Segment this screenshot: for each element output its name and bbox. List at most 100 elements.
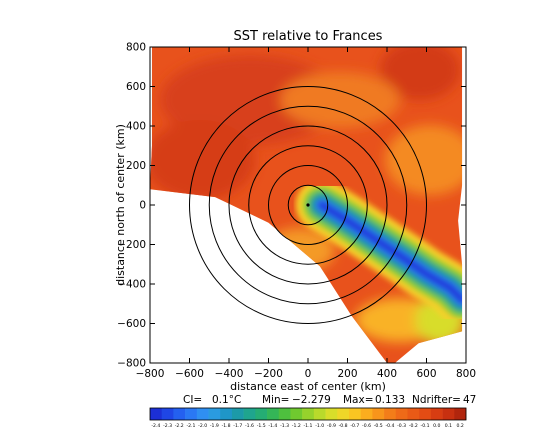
- range-ring: [268, 165, 348, 245]
- colorbar-label: -0.7: [350, 423, 359, 429]
- colorbar-swatch: [360, 408, 373, 420]
- colorbar-label: -2.1: [186, 423, 195, 429]
- colorbar: -2.4 -2.3 -2.2 -2.1 -2.0 -1.9 -1.8 -1.7 -1.6 -1.5…: [149, 407, 467, 429]
- x-tick-label: −400: [215, 368, 244, 380]
- y-axis-label: distance north of center (km): [114, 124, 127, 286]
- range-ring: [228, 125, 388, 285]
- chart-title: SST relative to Frances: [234, 29, 383, 44]
- colorbar-swatch: [325, 408, 338, 420]
- cold-wake-min: [318, 202, 463, 303]
- sst-field: [150, 47, 463, 363]
- colorbar-label: -0.9: [327, 423, 336, 429]
- colorbar-swatch: [185, 408, 198, 420]
- colorbar-label: -1.0: [315, 423, 324, 429]
- x-tick-label: −600: [175, 368, 204, 380]
- x-tick-label: 0: [305, 368, 312, 380]
- y-tick-label: 200: [126, 160, 146, 172]
- colorbar-frame: [149, 407, 467, 421]
- colorbar-swatch: [196, 408, 209, 420]
- y-tick-label: 0: [139, 200, 146, 212]
- colorbar-label: -2.0: [198, 423, 207, 429]
- colorbar-label: -0.2: [409, 423, 418, 429]
- colorbar-label: -1.2: [292, 423, 301, 429]
- ci-label: CI=: [183, 394, 202, 406]
- colorbar-swatch: [290, 408, 303, 420]
- min-value: −2.279: [292, 394, 331, 406]
- colorbar-swatch: [337, 408, 350, 420]
- sst-warm-patch: [150, 120, 255, 200]
- colorbar-label: -0.8: [339, 423, 348, 429]
- colorbar-label: -1.1: [304, 423, 313, 429]
- colorbar-label: 0.1: [445, 423, 452, 429]
- y-tick-label: −200: [117, 239, 146, 251]
- range-ring: [248, 145, 368, 265]
- colorbar-swatch: [348, 408, 361, 420]
- colorbar-swatch: [231, 408, 244, 420]
- max-label: Max=: [343, 394, 374, 406]
- x-axis-label: distance east of center (km): [230, 380, 386, 393]
- colorbar-swatch: [407, 408, 420, 420]
- sst-warm-patch: [380, 47, 460, 100]
- colorbar-label: -2.4: [151, 423, 160, 429]
- y-tick-label: 800: [126, 42, 146, 54]
- colorbar-swatch: [267, 408, 280, 420]
- range-ring: [208, 105, 408, 305]
- colorbar-label: -2.3: [163, 423, 172, 429]
- colorbar-swatch: [430, 408, 443, 420]
- range-rings: [189, 86, 427, 324]
- colorbar-label: -0.1: [421, 423, 430, 429]
- range-ring: [189, 86, 427, 324]
- colorbar-label: -1.6: [245, 423, 254, 429]
- colorbar-label: 0.0: [433, 423, 440, 429]
- colorbar-swatch: [243, 408, 256, 420]
- colorbar-label: -2.2: [175, 423, 184, 429]
- colorbar-label: -0.6: [362, 423, 371, 429]
- colorbar-label: -1.9: [210, 423, 219, 429]
- colorbar-swatch: [302, 408, 315, 420]
- y-axis: 800 600 400 200 0 −200 −400 −600 −800: [117, 42, 466, 370]
- colorbar-swatch: [150, 408, 163, 420]
- x-tick-label: 200: [337, 368, 357, 380]
- colorbar-swatch: [220, 408, 233, 420]
- colorbar-label: -1.5: [257, 423, 266, 429]
- storm-center-marker: [306, 203, 310, 207]
- colorbar-swatch: [442, 408, 455, 420]
- colorbar-label: -1.7: [233, 423, 242, 429]
- colorbar-label: -0.3: [397, 423, 406, 429]
- colorbar-label: 0.2: [456, 423, 463, 429]
- x-tick-label: −800: [136, 368, 165, 380]
- colorbar-swatch: [161, 408, 174, 420]
- stats-line: CI= 0.1°C Min= −2.279 Max= 0.133 Ndrifte…: [183, 394, 476, 406]
- colorbar-swatch: [419, 408, 432, 420]
- colorbar-swatch: [384, 408, 397, 420]
- colorbar-label: -1.4: [268, 423, 277, 429]
- colorbar-label: -1.8: [222, 423, 231, 429]
- x-tick-label: −200: [254, 368, 283, 380]
- max-value: 0.133: [375, 394, 405, 406]
- colorbar-swatch: [372, 408, 385, 420]
- colorbar-swatch: [454, 408, 467, 420]
- colorbar-label: -1.3: [280, 423, 289, 429]
- x-axis: −800 −600 −400 −200 0 200 400 600 800: [136, 47, 476, 380]
- x-tick-label: 400: [377, 368, 397, 380]
- y-tick-label: −400: [117, 279, 146, 291]
- sst-cool-patch: [385, 125, 463, 195]
- colorbar-label: -0.5: [374, 423, 383, 429]
- sst-cool-patch: [280, 72, 400, 128]
- y-tick-label: 600: [126, 81, 146, 93]
- colorbar-label: -0.4: [385, 423, 394, 429]
- ndrifter-label: Ndrifter=: [412, 394, 461, 406]
- min-label: Min=: [262, 394, 289, 406]
- colorbar-swatch: [208, 408, 221, 420]
- colorbar-swatch: [255, 408, 268, 420]
- range-ring: [287, 184, 329, 226]
- colorbar-swatch: [395, 408, 408, 420]
- colorbar-swatch: [173, 408, 186, 420]
- x-tick-label: 600: [416, 368, 436, 380]
- y-tick-label: −800: [117, 358, 146, 370]
- colorbar-swatch: [278, 408, 291, 420]
- y-tick-label: 400: [126, 121, 146, 133]
- colorbar-swatch: [313, 408, 326, 420]
- ndrifter-value: 47: [463, 394, 476, 406]
